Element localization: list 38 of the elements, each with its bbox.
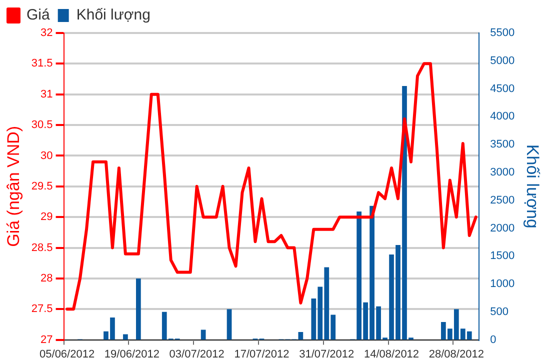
y-axis-title: Giá (ngân VND) [4, 126, 23, 247]
legend-label: Giá [26, 6, 50, 24]
y-tick-label: 30 [40, 150, 53, 162]
x-tick-label: 03/07/2012 [169, 348, 224, 360]
x-tick-label: 31/07/2012 [299, 348, 354, 360]
y2-tick-label: 500 [490, 306, 508, 318]
y2-tick-label: 0 [490, 334, 496, 346]
y2-tick-label: 3500 [490, 138, 515, 151]
y2-axis-title: Khối lượng [523, 144, 542, 228]
y2-tick-label: 5500 [490, 27, 515, 40]
y2-tick-label: 1500 [490, 250, 515, 262]
y-tick-label: 27.5 [31, 303, 53, 316]
y2-tick-label: 4500 [490, 82, 515, 95]
y2-tick-label: 1000 [490, 278, 515, 290]
y-tick-label: 29.5 [31, 180, 53, 192]
y-tick-label: 30.5 [31, 119, 53, 132]
x-tick-label: 28/08/2012 [428, 348, 484, 360]
y2-tick-label: 2000 [490, 222, 515, 234]
y-tick-label: 31.5 [31, 58, 53, 70]
y2-tick-label: 5000 [490, 54, 515, 67]
y-tick-label: 31 [40, 88, 53, 100]
bar [136, 278, 141, 340]
x-tick-label: 17/07/2012 [234, 348, 290, 360]
legend-label: Khối lượng [76, 6, 150, 24]
y-tick-label: 32 [40, 27, 53, 40]
y2-tick-label: 3000 [490, 166, 515, 178]
y-tick-label: 28.5 [31, 242, 53, 254]
y-tick-label: 27 [40, 334, 53, 346]
x-tick-label: 19/06/2012 [104, 348, 160, 360]
y-tick-label: 29 [40, 211, 53, 224]
bar [200, 330, 206, 340]
x-tick-label: 14/08/2012 [364, 348, 420, 360]
y2-tick-label: 2500 [490, 194, 515, 206]
bar [123, 334, 128, 340]
y-tick-label: 28 [40, 272, 53, 284]
x-tick-label: 05/06/2012 [40, 348, 95, 360]
bar [226, 309, 232, 340]
y2-tick-label: 4000 [490, 110, 515, 123]
